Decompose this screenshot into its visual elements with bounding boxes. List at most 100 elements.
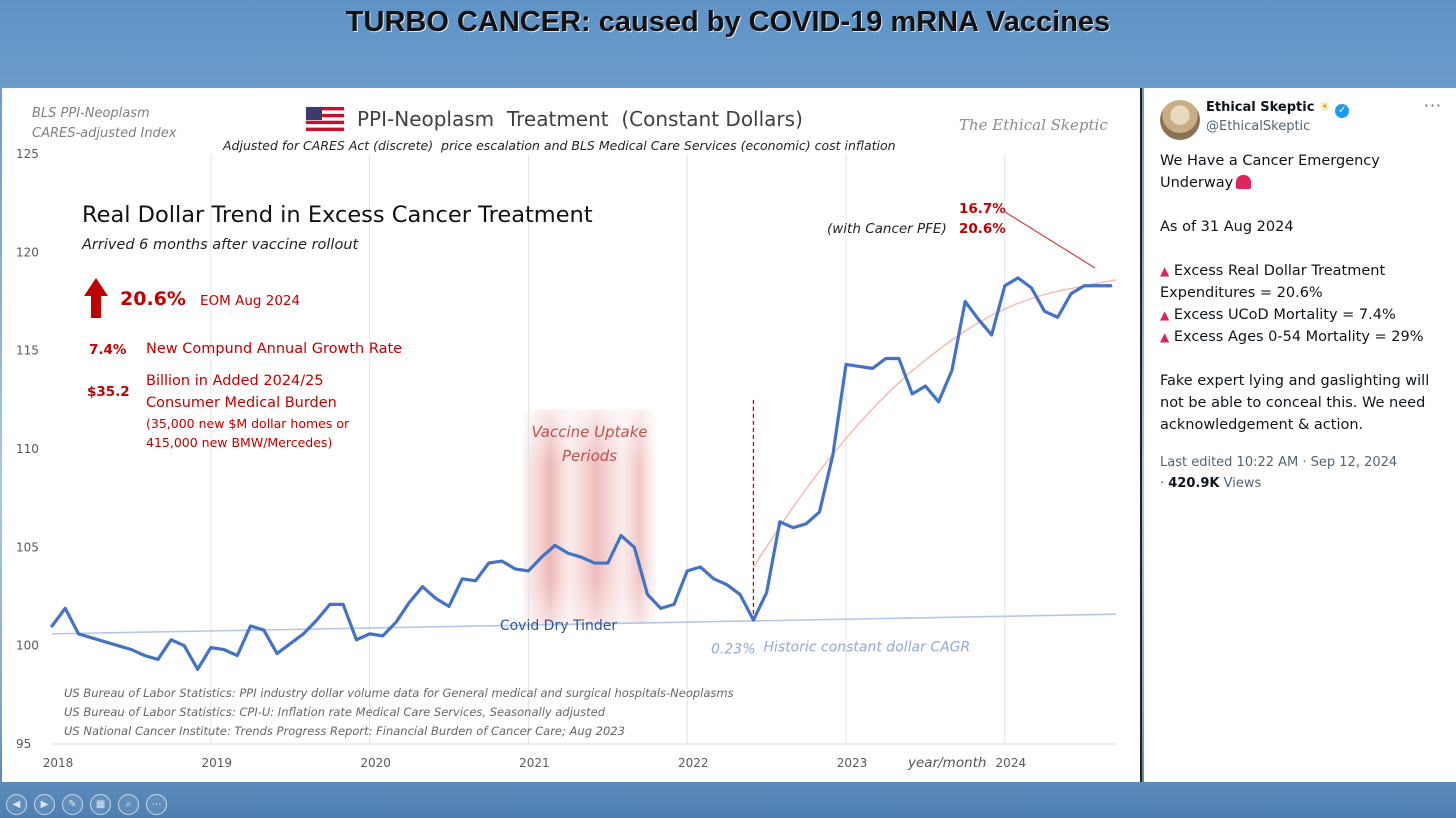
series-point bbox=[791, 526, 795, 530]
series-point bbox=[606, 561, 610, 565]
pfe-pct-2: 20.6% bbox=[959, 221, 1006, 237]
series-point bbox=[262, 628, 266, 632]
tweet-edited[interactable]: Last edited 10:22 AM · Sep 12, 2024 bbox=[1160, 455, 1398, 470]
series-point bbox=[1003, 284, 1007, 288]
watermark: The Ethical Skeptic bbox=[959, 116, 1108, 134]
series-point bbox=[288, 642, 292, 646]
slide-sorter-icon[interactable]: ▦ bbox=[90, 794, 111, 815]
y-tick-label-95: 95 bbox=[16, 737, 31, 751]
series-point bbox=[818, 510, 821, 514]
zoom-icon[interactable]: ⌕ bbox=[118, 794, 139, 815]
series-point bbox=[63, 606, 67, 610]
next-slide-icon[interactable]: ▶ bbox=[34, 794, 55, 815]
pfe-pct-1: 16.7% bbox=[959, 201, 1006, 217]
series-point bbox=[976, 317, 980, 321]
series-point bbox=[527, 569, 530, 573]
source-2: US Bureau of Labor Statistics: CPI-U: In… bbox=[64, 705, 606, 719]
tweet-panel: Ethical Skeptic ☀ ✓ @EthicalSkeptic ··· … bbox=[1144, 88, 1456, 782]
tweet-handle[interactable]: @EthicalSkeptic bbox=[1206, 119, 1311, 134]
series-point bbox=[434, 597, 438, 600]
series-point bbox=[90, 636, 94, 640]
y-tick-label-125: 125 bbox=[16, 147, 39, 161]
series-point bbox=[487, 561, 491, 565]
x-tick-label-2021: 2021 bbox=[519, 756, 550, 770]
series-point bbox=[196, 667, 200, 671]
series-point bbox=[804, 522, 808, 526]
triangle-icon: ▲ bbox=[1160, 330, 1170, 344]
sun-icon: ☀ bbox=[1318, 100, 1331, 115]
tweet-body: We Have a Cancer Emergency Underway As o… bbox=[1160, 150, 1446, 458]
dry-tinder-label: Covid Dry Tinder bbox=[500, 618, 618, 634]
y-tick-label-110: 110 bbox=[16, 442, 39, 456]
verified-badge-icon: ✓ bbox=[1335, 104, 1350, 118]
series-point bbox=[209, 646, 213, 650]
series-point bbox=[1109, 284, 1113, 288]
series-point bbox=[871, 366, 874, 370]
series-point bbox=[937, 400, 941, 404]
burden-value: $35.2 bbox=[87, 384, 130, 400]
series-point bbox=[500, 559, 504, 563]
series-point bbox=[540, 555, 543, 559]
series-point bbox=[752, 618, 755, 622]
series-point bbox=[1029, 286, 1033, 290]
cagr-trend-line bbox=[51, 613, 1117, 635]
x-tick-label-2020: 2020 bbox=[360, 756, 391, 770]
series-point bbox=[646, 593, 649, 596]
series-point bbox=[593, 561, 597, 565]
series-point bbox=[381, 634, 385, 638]
series-point bbox=[130, 648, 133, 651]
more-icon[interactable]: ⋯ bbox=[146, 794, 167, 815]
pct-value: 20.6% bbox=[120, 288, 186, 310]
slideshow-toolbar: ◀ ▶ ✎ ▦ ⌕ ⋯ bbox=[0, 790, 260, 818]
x-tick-label-2018: 2018 bbox=[43, 756, 74, 770]
y-tick-label-105: 105 bbox=[16, 540, 39, 554]
series-point bbox=[672, 602, 676, 606]
series-point bbox=[990, 333, 994, 337]
series-point bbox=[1082, 284, 1086, 288]
tweet-meta: Last edited 10:22 AM · Sep 12, 2024 · 42… bbox=[1160, 455, 1398, 491]
source-1: US Bureau of Labor Statistics: PPI indus… bbox=[64, 686, 734, 700]
headline-sub: Arrived 6 months after vaccine rollout bbox=[81, 237, 360, 253]
series-point bbox=[924, 384, 927, 388]
previous-slide-icon[interactable]: ◀ bbox=[6, 794, 27, 815]
tweet-author-name[interactable]: Ethical Skeptic ☀ ✓ bbox=[1206, 100, 1350, 118]
series-point bbox=[619, 534, 623, 537]
series-point bbox=[712, 577, 716, 581]
tweet-bullet2: Excess UCoD Mortality = 7.4% bbox=[1173, 307, 1396, 323]
series-point bbox=[143, 654, 146, 657]
tweet-line1: We Have a Cancer Emergency bbox=[1160, 153, 1380, 169]
series-point bbox=[169, 638, 173, 642]
burden-line3: (35,000 new $M dollar homes or bbox=[146, 416, 350, 431]
series-point bbox=[778, 520, 782, 524]
series-point bbox=[553, 543, 557, 547]
series-point bbox=[632, 545, 636, 549]
series-point bbox=[685, 569, 689, 573]
tweet-bullet1b: Expenditures = 20.6% bbox=[1160, 285, 1323, 301]
burden-line4: 415,000 new BMW/Mercedes) bbox=[146, 435, 332, 450]
cagr-rate-label: 0.23% bbox=[711, 642, 755, 658]
cagr-label: Historic constant dollar CAGR bbox=[763, 640, 970, 656]
author-name-text[interactable]: Ethical Skeptic bbox=[1206, 100, 1315, 115]
excess-trend-curve bbox=[752, 279, 1117, 568]
source-3: US National Cancer Institute: Trends Pro… bbox=[64, 724, 625, 738]
series-point bbox=[447, 604, 451, 608]
series-point bbox=[474, 579, 477, 583]
series-point bbox=[659, 606, 663, 610]
series-point bbox=[1043, 309, 1046, 313]
series-point bbox=[156, 658, 160, 661]
more-options-icon[interactable]: ··· bbox=[1423, 96, 1442, 115]
up-arrow-icon bbox=[84, 278, 108, 318]
y-tick-label-115: 115 bbox=[16, 344, 39, 358]
triangle-icon: ▲ bbox=[1160, 264, 1170, 278]
series-point bbox=[910, 392, 914, 396]
series-point bbox=[77, 632, 80, 636]
series-point bbox=[844, 363, 848, 366]
tweet-bullets: ▲ Excess Real Dollar Treatment Expenditu… bbox=[1160, 260, 1446, 348]
pen-icon[interactable]: ✎ bbox=[62, 794, 83, 815]
series-point bbox=[513, 567, 517, 571]
series-point bbox=[116, 644, 120, 648]
series-point bbox=[222, 648, 226, 651]
avatar[interactable] bbox=[1160, 100, 1200, 140]
series-point bbox=[950, 368, 954, 372]
series-point bbox=[407, 601, 411, 604]
